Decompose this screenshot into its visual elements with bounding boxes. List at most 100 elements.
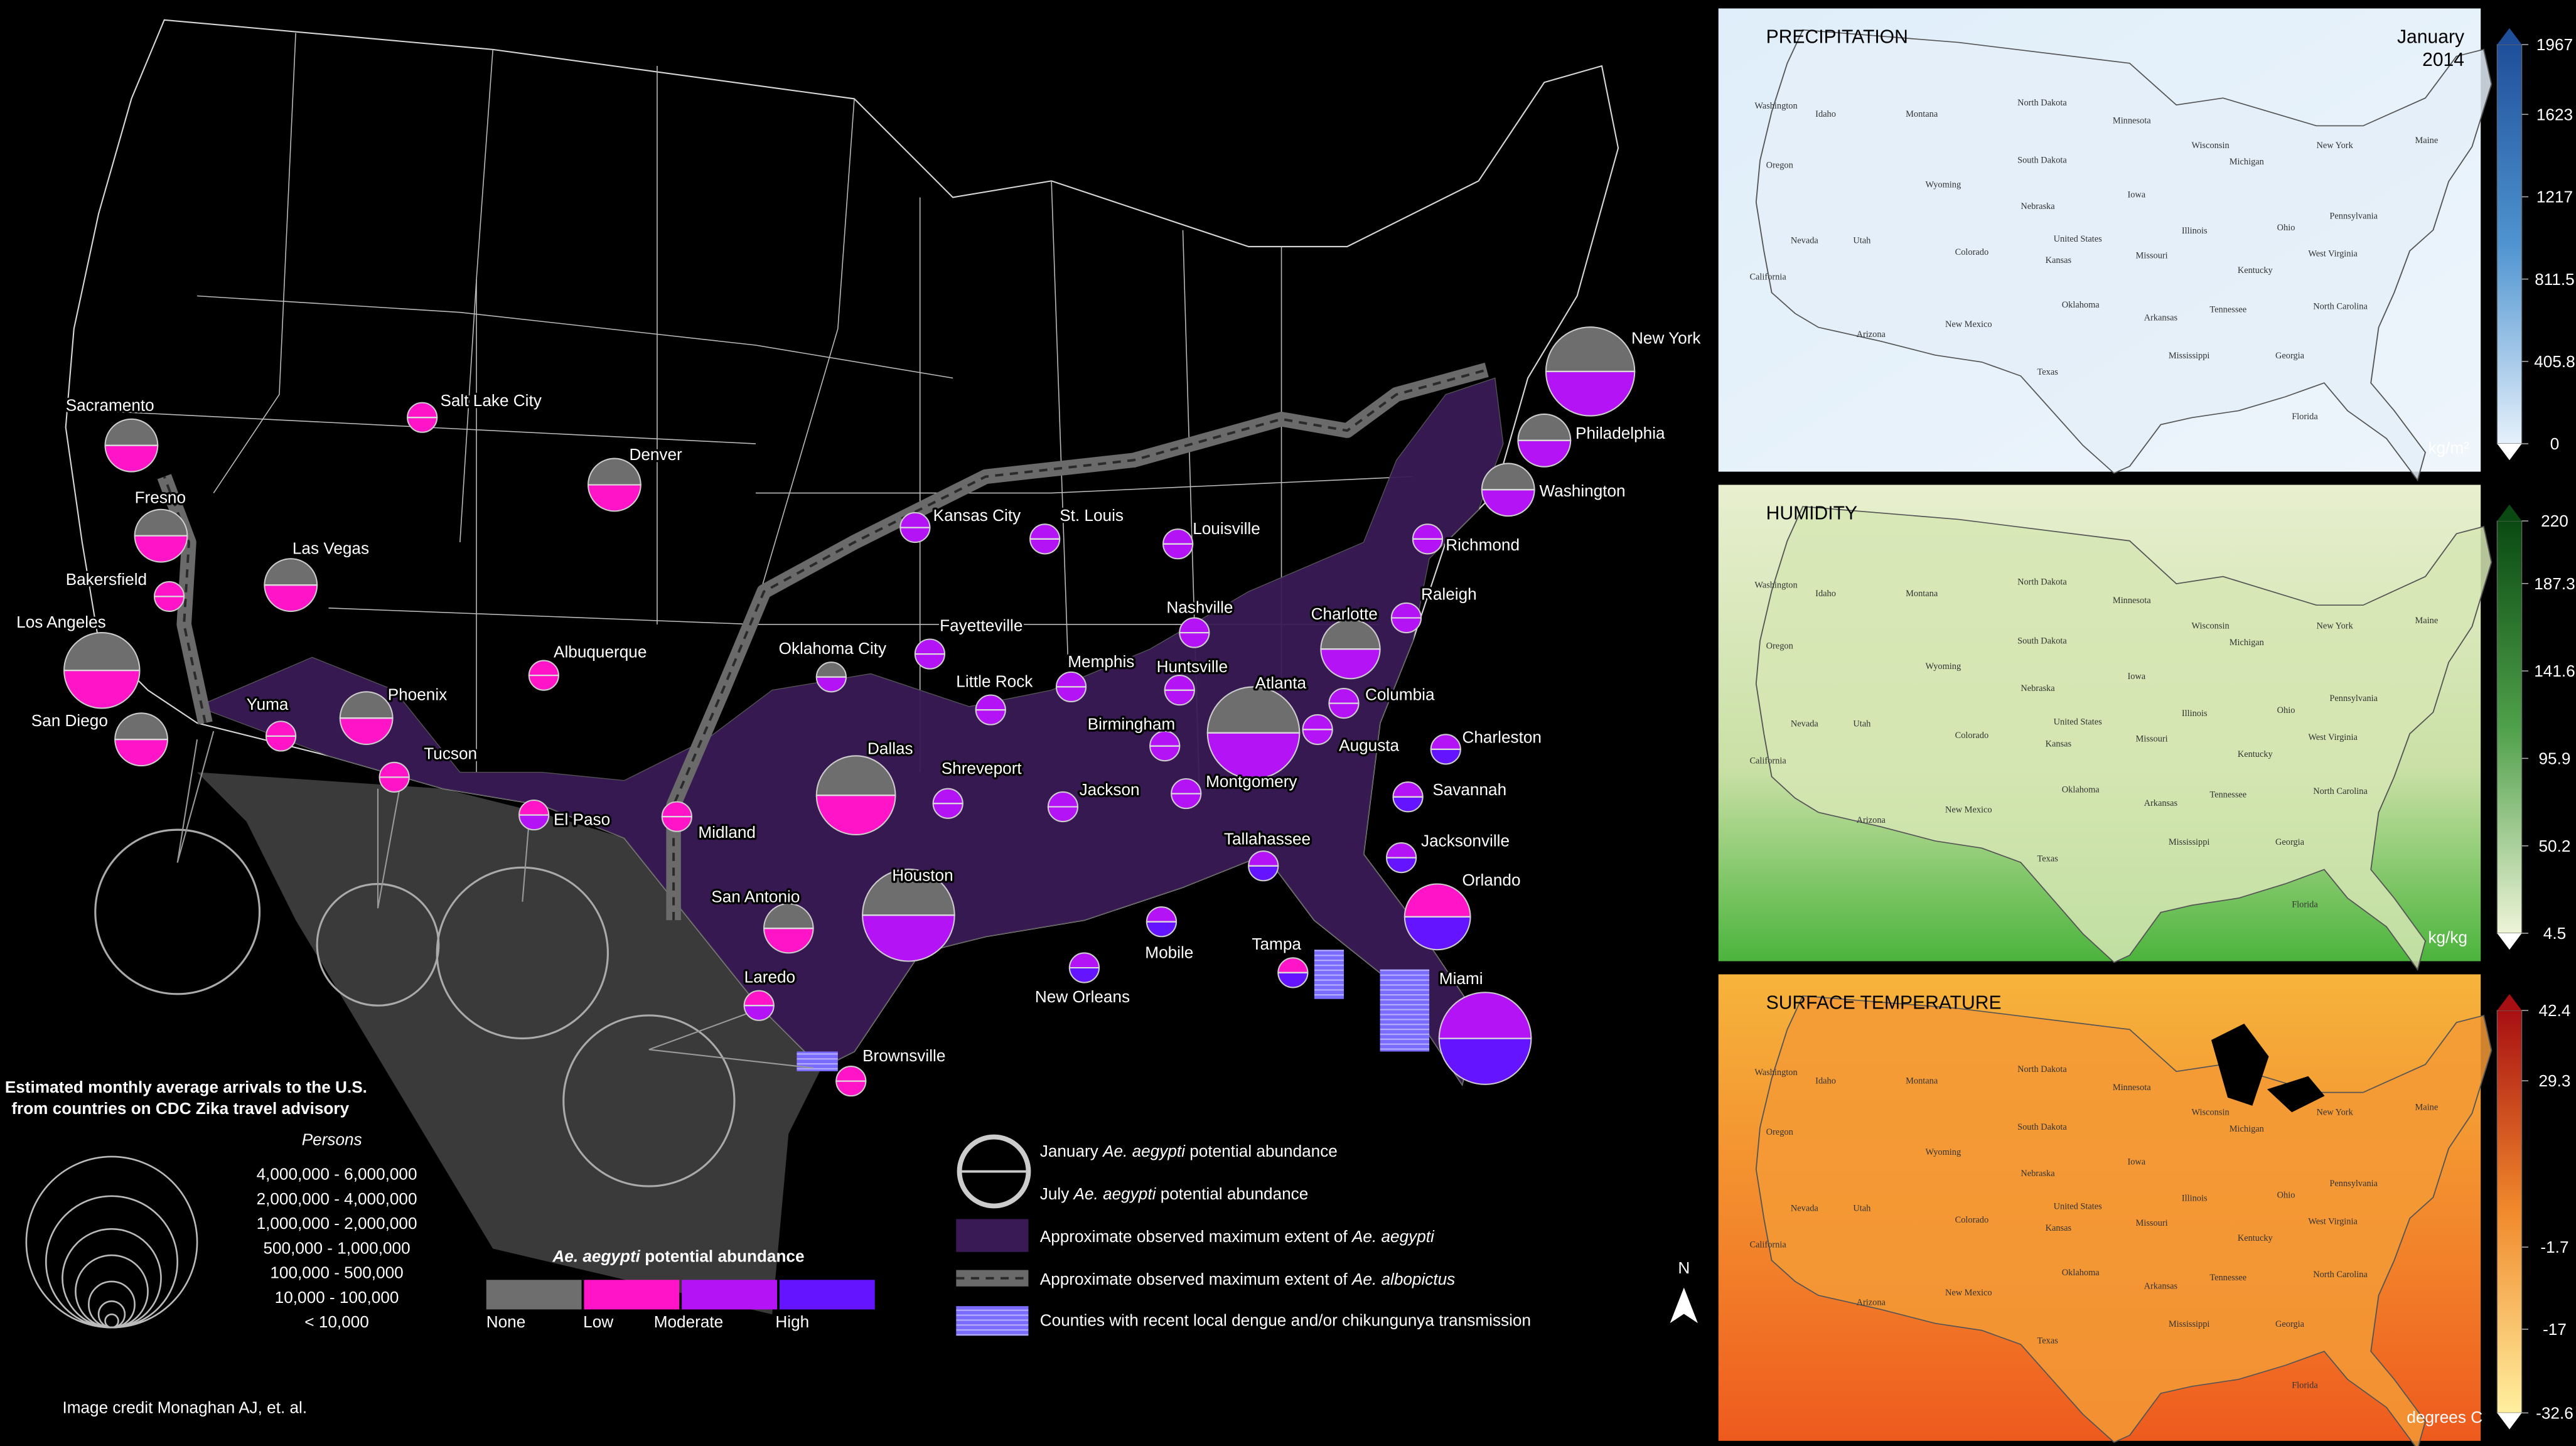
state-label: Florida [2292, 899, 2318, 909]
city-label: Jacksonville [1421, 831, 1510, 850]
bubble-january [114, 712, 169, 741]
arrivals-title: Estimated monthly average arrivals to th… [5, 1078, 367, 1096]
colorbar-top-arrow [2497, 993, 2522, 1011]
colorbar-bottom-arrow [2497, 444, 2522, 461]
bubble-january [975, 694, 1006, 711]
state-label: Washington [1754, 581, 1797, 591]
city-label: El Paso [554, 810, 610, 828]
city-label: Richmond [1446, 535, 1520, 554]
symbol-species: Ae. aegypti [1102, 1142, 1186, 1160]
state-label: Texas [2037, 1336, 2059, 1346]
bubble-july [1328, 702, 1360, 719]
dengue-counties [1314, 950, 1344, 999]
abundance-swatch [779, 1280, 875, 1310]
panel-us [1755, 506, 2493, 971]
bubble-july [835, 1080, 867, 1097]
bubble-january [1277, 957, 1309, 973]
colorbar-tick-label: 1967 [2536, 35, 2573, 54]
bubble-january [63, 632, 141, 672]
city-label: Louisville [1193, 519, 1260, 538]
city-label: Charleston [1462, 727, 1542, 746]
bubble-july [743, 1005, 775, 1021]
city-label: Fayetteville [940, 616, 1022, 635]
colorbar-tick-label: 1623 [2536, 105, 2573, 124]
state-label: West Virginia [2308, 249, 2358, 259]
bubble-july [914, 653, 946, 670]
state-border [197, 295, 953, 379]
abundance-swatch [682, 1280, 778, 1310]
bubble-january [1412, 523, 1444, 540]
city-label: Sacramento [66, 396, 154, 415]
state-label: Florida [2292, 1380, 2318, 1390]
great-lakes [2211, 1023, 2325, 1113]
state-label: Colorado [1955, 1215, 1989, 1225]
bubble-january [134, 508, 188, 537]
state-label: Georgia [2275, 351, 2305, 361]
state-label: Washington [1754, 1068, 1797, 1078]
bubble-july [815, 676, 847, 693]
state-label: Maine [2415, 616, 2439, 626]
bubble-july [1162, 543, 1194, 560]
city-label: Las Vegas [292, 538, 369, 557]
state-label: Utah [1853, 719, 1870, 729]
arrival-circle [562, 1014, 736, 1187]
arrival-circle [436, 866, 609, 1040]
bubble-january [378, 761, 410, 778]
albopictus-extent-dash [672, 368, 1488, 921]
main-map: New York Philadelphia Washington Richmond Ra… [14, 19, 1704, 1315]
symbol-after: potential abundance [1156, 1184, 1308, 1203]
abundance-rest: potential abundance [640, 1246, 805, 1265]
state-label: Pennsylvania [2329, 211, 2378, 221]
mexico [197, 772, 822, 1315]
colorbar-tick-label: -17 [2543, 1320, 2567, 1339]
city-label: Laredo [744, 968, 795, 987]
bubble-july [1481, 489, 1535, 517]
abundance-swatch [486, 1280, 582, 1310]
bubble-january [914, 638, 946, 655]
bubble-january [1545, 326, 1636, 372]
dengue-counties [1380, 969, 1430, 1052]
symbol-legend-text: January Ae. aegypti potential abundance [1040, 1142, 1338, 1160]
state-label: Idaho [1815, 1076, 1836, 1086]
city-label: Yuma [247, 695, 289, 714]
state-label: Wyoming [1926, 661, 1962, 672]
bubble-july [975, 709, 1006, 726]
bubble-july [1412, 538, 1444, 555]
state-label: Missouri [2136, 1218, 2168, 1228]
bubble-january [1248, 850, 1279, 867]
colorbar-tick-label: 29.3 [2539, 1071, 2571, 1090]
state-label: Montana [1906, 589, 1938, 599]
state-label: New York [2316, 1108, 2353, 1118]
city-label: New Orleans [1035, 987, 1130, 1006]
city-label: Montgomery [1206, 772, 1297, 791]
bubble-january [518, 800, 550, 816]
arrivals-unit: Persons [302, 1130, 362, 1149]
bubble-july [899, 527, 931, 544]
state-label: North Carolina [2313, 786, 2368, 796]
symbol-before: January [1040, 1142, 1103, 1160]
bubble-january [1403, 883, 1471, 918]
bubble-july [378, 776, 410, 793]
bubble-july [1430, 748, 1461, 765]
symbol-species: Ae. aegypti [1073, 1184, 1157, 1203]
state-label: Arkansas [2144, 1281, 2178, 1291]
arrivals-range: < 10,000 [304, 1312, 369, 1331]
state-label: New Mexico [1945, 805, 1992, 815]
state-label: Texas [2037, 367, 2059, 377]
state-label: Nevada [1791, 1203, 1819, 1213]
bubble-july [1055, 686, 1087, 702]
state-label: Missouri [2136, 250, 2168, 260]
bubble-january [153, 581, 185, 597]
state-label: Colorado [1955, 247, 1989, 257]
bubble-july [587, 484, 641, 512]
bubble-january [1430, 734, 1461, 750]
colorbar-tick-label: 811.5 [2535, 270, 2575, 289]
state-label: New Mexico [1945, 1288, 1992, 1298]
bubble-january [1206, 686, 1301, 734]
city-label: Memphis [1068, 652, 1134, 671]
bubble-january [1481, 463, 1535, 491]
city-label: Washington [1539, 481, 1625, 500]
abundance-title: Ae. aegypti potential abundance [552, 1246, 804, 1265]
state-label: Arizona [1857, 329, 1886, 340]
